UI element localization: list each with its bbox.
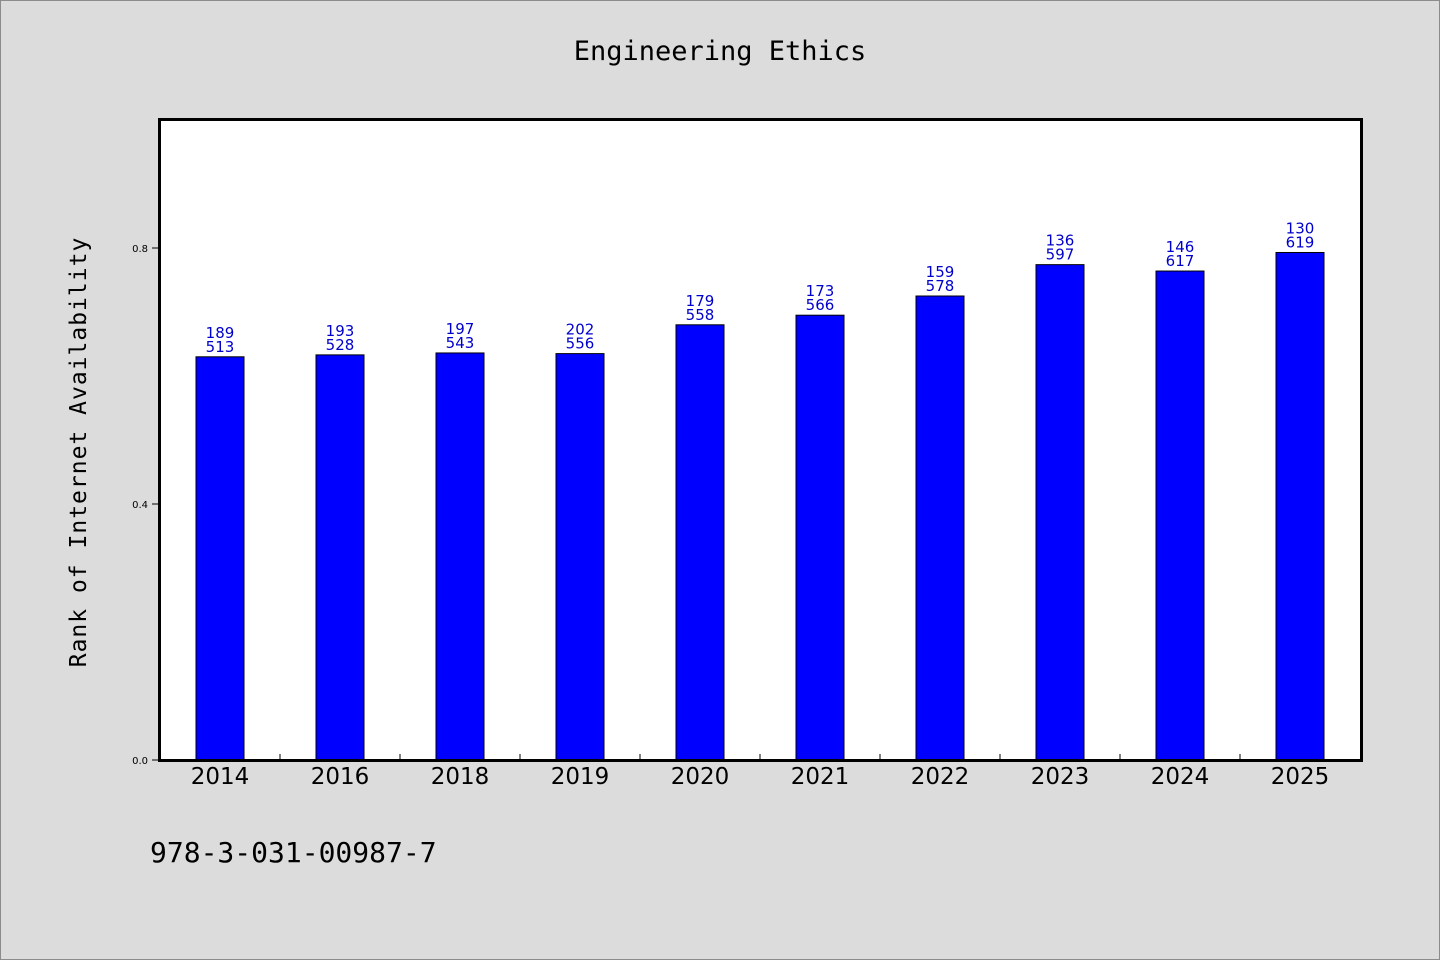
x-tick-label: 2025 <box>1271 764 1330 790</box>
data-label-top: 197 <box>446 320 475 338</box>
data-label-bottom: 528 <box>326 336 355 354</box>
plot-border <box>158 118 1363 762</box>
data-labels: 1895131935281975432025561795581735661595… <box>206 219 1315 355</box>
data-label-top: 136 <box>1046 232 1075 250</box>
x-tick-label: 2020 <box>671 764 730 790</box>
y-axis-label: Rank of Internet Availability <box>66 237 92 668</box>
chart-title: Engineering Ethics <box>574 36 867 67</box>
x-tick-label: 2024 <box>1151 764 1210 790</box>
data-label-bottom: 566 <box>806 296 835 314</box>
x-tick-label: 2018 <box>431 764 490 790</box>
data-label-top: 202 <box>566 321 595 339</box>
bar <box>555 353 605 761</box>
data-label-top: 189 <box>206 324 235 342</box>
data-label-top: 173 <box>806 282 835 300</box>
data-label-bottom: 597 <box>1046 246 1075 264</box>
data-label-bottom: 513 <box>206 338 235 356</box>
bar <box>195 356 245 761</box>
bar <box>675 324 725 761</box>
isbn-label: 978-3-031-00987-7 <box>150 836 437 869</box>
y-tick-label: 0.8 <box>132 244 148 255</box>
bar <box>315 354 365 761</box>
x-tick-label: 2019 <box>551 764 610 790</box>
x-tick-label: 2022 <box>911 764 970 790</box>
x-tick-label: 2023 <box>1031 764 1090 790</box>
bar <box>795 314 845 761</box>
data-label-bottom: 556 <box>566 335 595 353</box>
bar <box>915 295 965 761</box>
y-tick-label: 0.4 <box>132 500 148 511</box>
data-label-top: 159 <box>926 263 955 281</box>
x-tick-label: 2021 <box>791 764 850 790</box>
bar <box>1035 264 1085 761</box>
bar <box>1275 251 1325 761</box>
data-label-bottom: 617 <box>1166 252 1195 270</box>
data-label-bottom: 543 <box>446 334 475 352</box>
x-axis-ticks: 2014 2016 2018 2019 2020 2021 2022 2023 2024 2025 <box>191 754 1330 790</box>
bar <box>1155 270 1205 761</box>
y-tick-label: 0.0 <box>132 756 148 767</box>
data-label-bottom: 578 <box>926 277 955 295</box>
y-axis-ticks: 0.0 0.4 0.8 <box>132 244 160 767</box>
data-label-bottom: 619 <box>1286 233 1315 251</box>
data-label-bottom: 558 <box>686 306 715 324</box>
x-tick-label: 2014 <box>191 764 250 790</box>
data-label-top: 130 <box>1286 219 1315 237</box>
bar <box>435 352 485 761</box>
x-tick-label: 2016 <box>311 764 370 790</box>
data-label-top: 179 <box>686 292 715 310</box>
data-label-top: 146 <box>1166 238 1195 256</box>
bars <box>195 251 1325 761</box>
data-label-top: 193 <box>326 322 355 340</box>
